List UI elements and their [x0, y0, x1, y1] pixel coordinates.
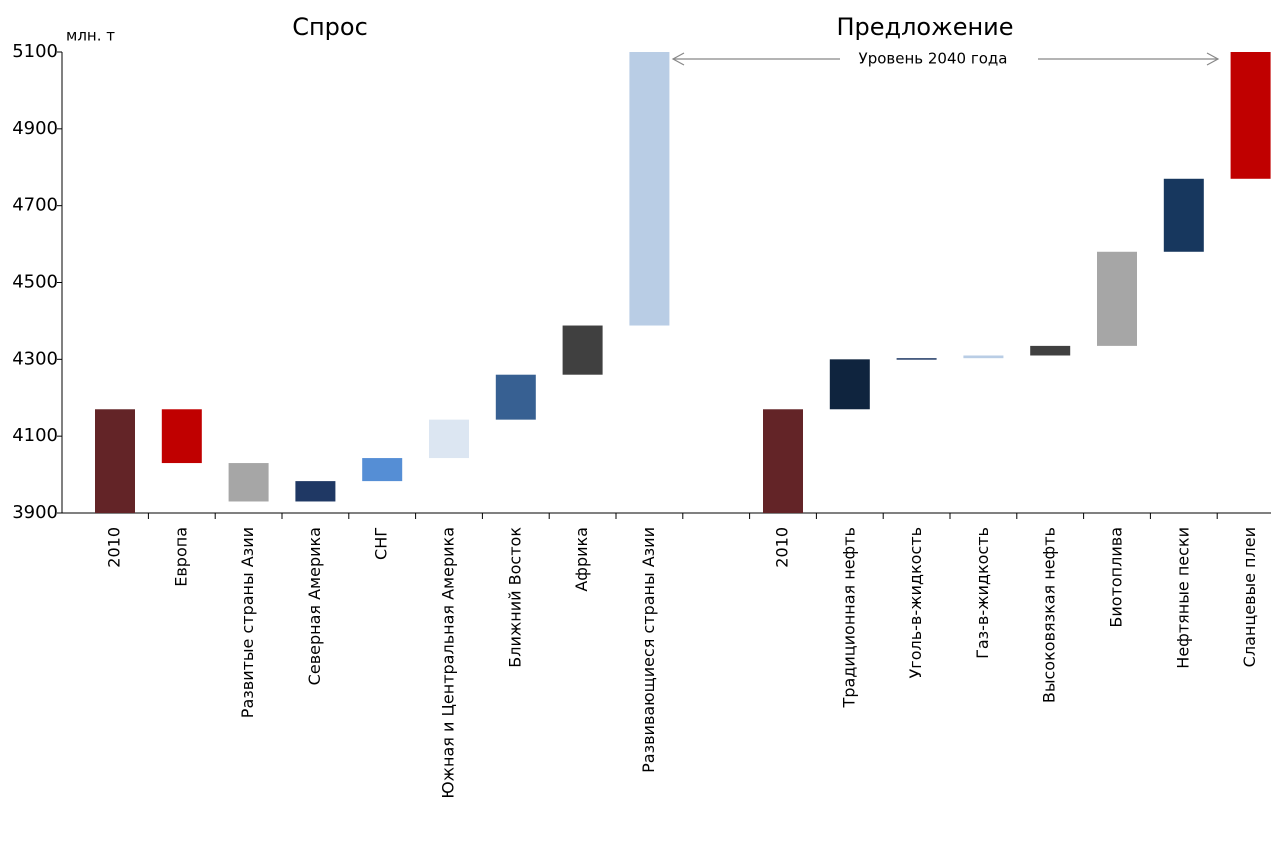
x-tick-label: Европа	[171, 527, 190, 587]
y-tick-label: 4300	[12, 348, 58, 369]
x-tick-label: 2010	[773, 527, 792, 568]
y-tick-label: 4500	[12, 272, 58, 293]
bar	[161, 409, 202, 464]
x-tick-label: Высоковязкая нефть	[1040, 527, 1059, 703]
bar	[896, 358, 937, 360]
x-tick-label: Биотоплива	[1107, 527, 1126, 628]
bar	[1030, 345, 1071, 356]
x-tick-label: Южная и Центральная Америка	[439, 527, 458, 799]
bar	[228, 463, 269, 502]
bar	[1230, 52, 1271, 179]
y-tick-label: 4900	[12, 118, 58, 139]
bar	[963, 355, 1004, 359]
bar	[495, 374, 536, 420]
bar	[629, 52, 670, 326]
bar	[95, 409, 135, 513]
chart-title: Предложение	[836, 13, 1013, 41]
bar	[1097, 251, 1137, 346]
x-tick-label: Газ-в-жидкость	[973, 527, 992, 659]
x-tick-label: Развитые страны Азии	[238, 527, 257, 718]
chart-title: Спрос	[292, 13, 368, 41]
x-tick-label: 2010	[105, 527, 124, 568]
bar	[429, 419, 469, 459]
y-tick-label: 3900	[12, 502, 58, 523]
x-tick-label: Северная Америка	[305, 527, 324, 685]
x-tick-label: Уголь-в-жидкость	[906, 527, 925, 678]
y-axis-label: млн. т	[66, 27, 115, 45]
x-tick-label: Развивающиеся страны Азии	[639, 527, 658, 773]
x-tick-label: Нефтяные пески	[1173, 527, 1192, 669]
x-tick-label: Ближний Восток	[505, 527, 524, 668]
bar	[1163, 178, 1204, 252]
bar	[763, 409, 803, 513]
y-tick-label: 4100	[12, 425, 58, 446]
x-tick-label: СНГ	[372, 527, 391, 560]
annotation: Уровень 2040 года	[859, 50, 1008, 68]
bar	[362, 458, 403, 482]
bar	[562, 325, 603, 375]
x-tick-label: Африка	[572, 527, 591, 592]
y-tick-label: 4700	[12, 195, 58, 216]
y-tick-label: 5100	[12, 41, 58, 62]
x-tick-label: Сланцевые плеи	[1240, 527, 1259, 667]
bar	[295, 481, 336, 502]
x-tick-label: Традиционная нефть	[839, 527, 858, 708]
bar	[829, 359, 870, 410]
annotation-arrows	[671, 52, 1220, 66]
